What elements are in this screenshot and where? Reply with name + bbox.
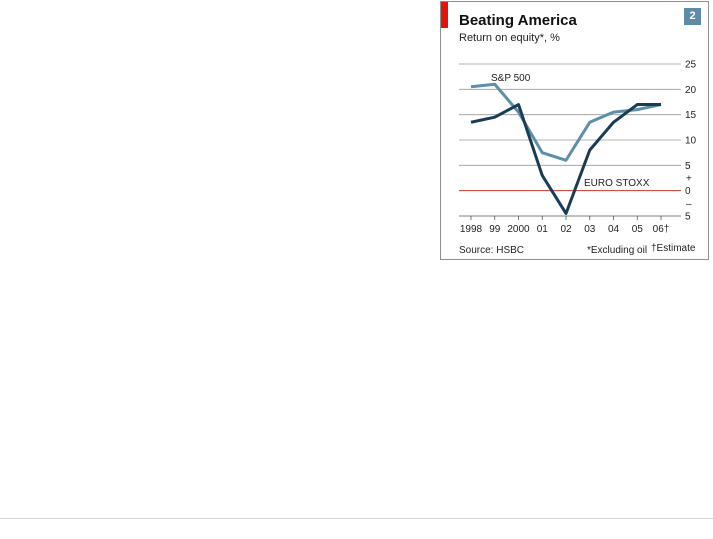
chart-title: Beating America xyxy=(459,12,577,29)
y-tick-label: 5 xyxy=(685,161,691,172)
y-sign-label: – xyxy=(686,199,692,210)
chart-footnote-estimate: †Estimate xyxy=(651,243,696,254)
y-tick-label: 20 xyxy=(685,85,697,96)
x-tick-label: 03 xyxy=(584,224,596,235)
x-tick-label: 05 xyxy=(632,224,644,235)
chart-source: Source: HSBC xyxy=(459,245,525,256)
page-divider xyxy=(0,518,713,519)
x-tick-label: 06† xyxy=(653,224,670,235)
x-tick-label: 99 xyxy=(489,224,501,235)
y-sign-label: + xyxy=(686,174,692,185)
y-tick-label: 25 xyxy=(685,60,697,71)
x-tick-label: 2000 xyxy=(507,224,530,235)
x-tick-label: 01 xyxy=(537,224,549,235)
y-tick-label: 15 xyxy=(685,110,697,121)
chart-panel: Beating America Return on equity*, % 2 2… xyxy=(440,1,709,260)
chart-footnote-excluding-oil: *Excluding oil xyxy=(587,245,648,256)
chart-subtitle: Return on equity*, % xyxy=(459,32,560,44)
chart-number-badge: 2 xyxy=(684,8,701,25)
series-label-euro-stoxx: EURO STOXX xyxy=(584,178,650,189)
series-line xyxy=(470,82,662,162)
x-tick-label: 02 xyxy=(560,224,572,235)
y-tick-label: 0 xyxy=(685,186,691,197)
series-label-sp500: S&P 500 xyxy=(491,73,531,84)
x-tick-label: 04 xyxy=(608,224,620,235)
y-tick-label: 5 xyxy=(685,212,691,223)
x-tick-label: 1998 xyxy=(460,224,483,235)
y-tick-label: 10 xyxy=(685,136,697,147)
red-accent-tab xyxy=(441,2,448,28)
